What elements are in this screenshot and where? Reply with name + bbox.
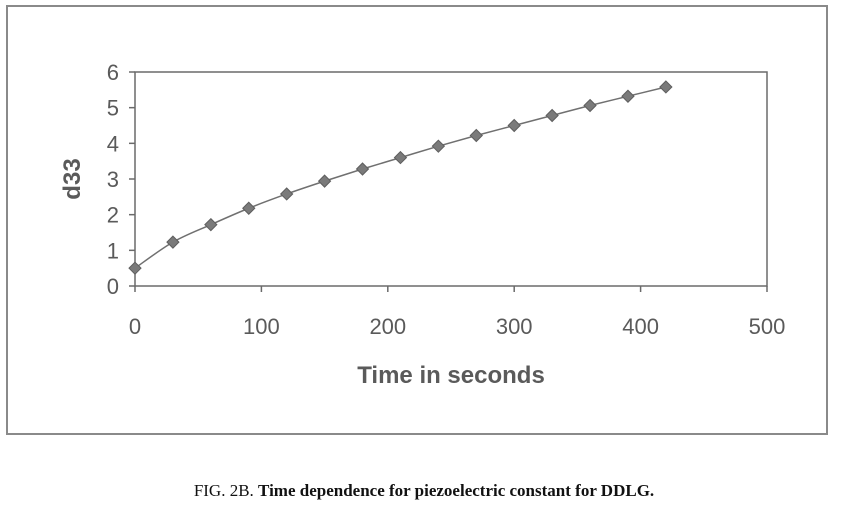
data-point-marker bbox=[507, 118, 521, 133]
x-tick-label: 200 bbox=[369, 314, 406, 339]
series-markers bbox=[128, 80, 673, 275]
data-point-marker bbox=[355, 162, 370, 176]
y-tick-label: 5 bbox=[107, 96, 119, 121]
data-point-marker bbox=[659, 80, 673, 94]
data-point-marker bbox=[431, 139, 446, 153]
data-point-marker bbox=[469, 128, 483, 143]
data-point-marker bbox=[242, 201, 256, 215]
x-tick-label: 400 bbox=[622, 314, 659, 339]
y-axis-ticks: 0 1 2 3 4 5 6 bbox=[107, 60, 135, 299]
data-point-marker bbox=[279, 187, 294, 201]
data-point-marker bbox=[204, 217, 218, 232]
caption-text: Time dependence for piezoelectric consta… bbox=[258, 481, 655, 500]
data-point-marker bbox=[583, 98, 597, 113]
x-tick-label: 0 bbox=[129, 314, 141, 339]
y-tick-label: 0 bbox=[107, 274, 119, 299]
line-chart: 0 1 2 3 4 5 6 0 100 200 300 400 500 d33 Time in sec… bbox=[59, 60, 785, 389]
data-point-marker bbox=[166, 235, 180, 249]
y-axis-title: d33 bbox=[59, 158, 86, 199]
x-tick-label: 500 bbox=[749, 314, 786, 339]
data-point-marker bbox=[621, 89, 635, 103]
y-tick-label: 1 bbox=[107, 238, 119, 263]
x-axis-ticks: 0 100 200 300 400 500 bbox=[129, 286, 785, 339]
caption-label: FIG. 2B. bbox=[193, 481, 254, 500]
data-point-marker bbox=[545, 108, 559, 123]
y-tick-label: 4 bbox=[107, 131, 119, 156]
y-tick-label: 3 bbox=[107, 167, 119, 192]
x-tick-label: 300 bbox=[496, 314, 533, 339]
figure-caption: FIG. 2B. Time dependence for piezoelectr… bbox=[0, 481, 848, 501]
chart-frame bbox=[6, 5, 828, 435]
data-point-marker bbox=[317, 174, 332, 188]
series-line bbox=[134, 86, 667, 269]
data-point-marker bbox=[128, 261, 142, 275]
y-tick-label: 6 bbox=[107, 60, 119, 85]
x-tick-label: 100 bbox=[243, 314, 280, 339]
plot-area bbox=[134, 71, 768, 287]
y-tick-label: 2 bbox=[107, 203, 119, 228]
x-axis-title: Time in seconds bbox=[357, 362, 545, 389]
data-point-marker bbox=[393, 150, 408, 165]
